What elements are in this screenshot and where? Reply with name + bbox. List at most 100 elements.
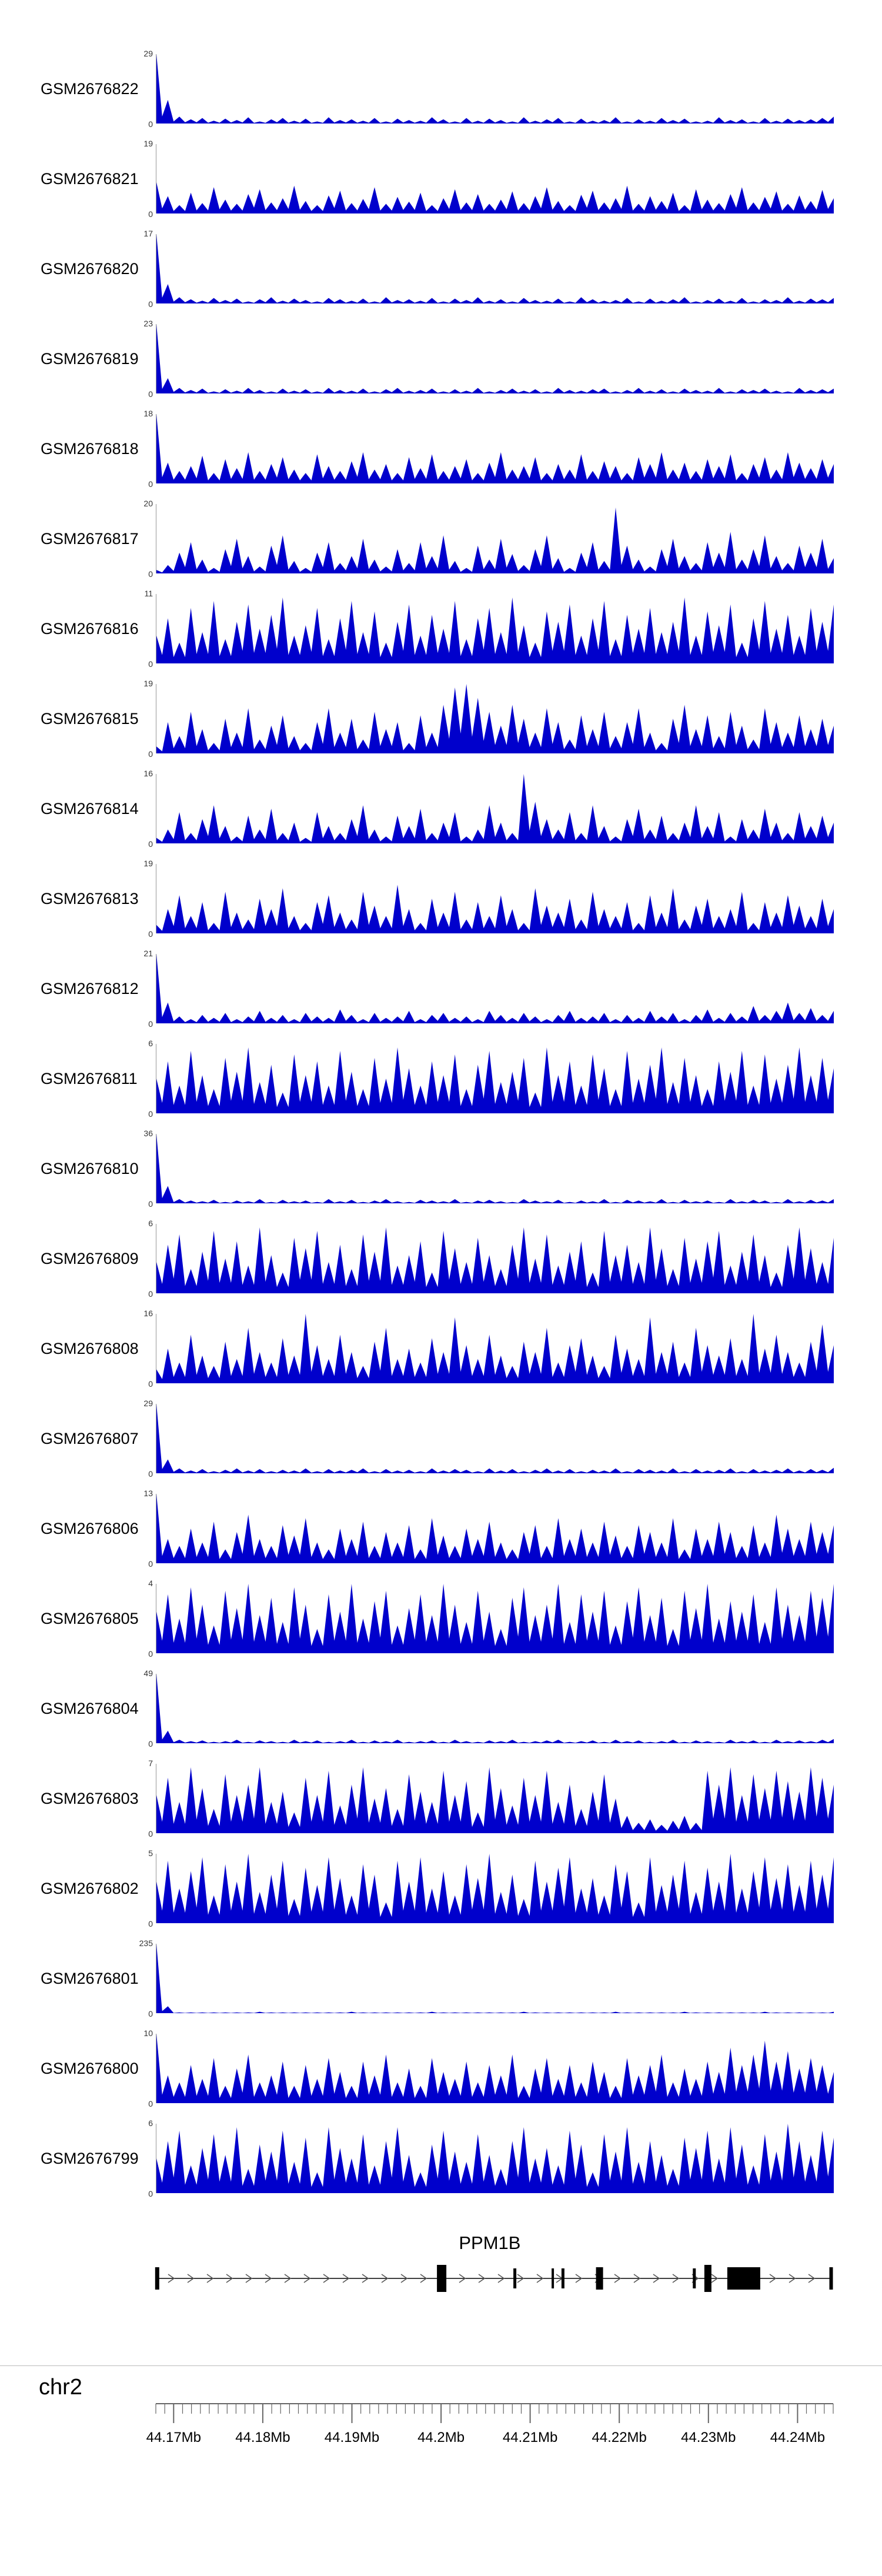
ruler-tick-label: 44.22Mb [592,2430,646,2445]
track-plot: 29 0 [143,1399,834,1479]
y-axis-zero-label: 0 [148,1379,153,1389]
track-plot: 21 0 [143,949,834,1029]
exon-box [513,2268,517,2288]
y-axis-zero-label: 0 [148,929,153,939]
track-row: GSM2676808 16 0 [0,1307,882,1397]
strand-arrow-icon [303,2274,311,2283]
track-row: GSM2676818 18 0 [0,407,882,497]
track-label: GSM2676817 [41,530,139,548]
y-axis-max-label: 7 [148,1759,153,1768]
y-axis-zero-label: 0 [148,479,153,489]
signal-area [156,414,834,483]
coordinate-ruler: 44.17Mb 44.18Mb 44.19Mb 44.2Mb 44.21Mb 44.22M… [146,2403,834,2445]
strand-arrow-icon [284,2274,292,2283]
track-row: GSM2676805 4 0 [0,1577,882,1667]
track-label: GSM2676805 [41,1610,139,1627]
track-row: GSM2676816 11 0 [0,587,882,677]
track-row: GSM2676804 49 0 [0,1667,882,1757]
strand-arrow-icon [789,2274,796,2283]
track-plot: 16 0 [143,769,834,849]
y-axis-max-label: 10 [143,2028,153,2038]
y-axis-max-label: 23 [143,319,153,328]
strand-arrow-icon [245,2274,253,2283]
y-axis-zero-label: 0 [148,1919,153,1928]
track-row: GSM2676799 6 0 [0,2117,882,2207]
y-axis-zero-label: 0 [148,1019,153,1029]
strand-arrow-icon [478,2274,486,2283]
track-label: GSM2676813 [41,890,139,907]
track-plot: 36 0 [143,1129,834,1209]
track-row: GSM2676817 20 0 [0,497,882,587]
y-axis-max-label: 5 [148,1848,153,1858]
y-axis-max-label: 17 [143,229,153,238]
signal-area [156,507,834,573]
track-label: GSM2676808 [41,1340,139,1357]
y-axis-zero-label: 0 [148,1739,153,1749]
track-row: GSM2676806 13 0 [0,1487,882,1577]
track-label: GSM2676810 [41,1160,139,1177]
y-axis-zero-label: 0 [148,1559,153,1569]
y-axis-max-label: 36 [143,1129,153,1138]
track-label: GSM2676812 [41,980,139,997]
strand-arrow-icon [653,2274,660,2283]
track-label: GSM2676803 [41,1790,139,1807]
y-axis-zero-label: 0 [148,2009,153,2018]
track-row: GSM2676800 10 0 [0,2027,882,2117]
y-axis-max-label: 20 [143,499,153,508]
y-axis-zero-label: 0 [148,569,153,579]
strand-arrow-icon [633,2274,641,2283]
strand-arrow-icon [536,2274,544,2283]
y-axis-zero-label: 0 [148,1109,153,1119]
gene-model [155,2265,833,2292]
gene-name-label: PPM1B [459,2233,521,2253]
coverage-tracks: GSM2676822 29 0 GSM2676821 19 0 GSM2676820 17 0 G… [0,47,882,2207]
signal-area [156,182,834,213]
y-axis-zero-label: 0 [148,389,153,399]
track-plot: 11 0 [144,589,834,669]
track-row: GSM2676803 7 0 [0,1757,882,1847]
y-axis-max-label: 16 [143,1309,153,1318]
ruler-tick-label: 44.23Mb [681,2430,736,2445]
y-axis-zero-label: 0 [148,2099,153,2108]
track-plot: 235 0 [139,1938,834,2018]
track-row: GSM2676812 21 0 [0,947,882,1037]
track-label: GSM2676818 [41,440,139,458]
signal-area [156,1227,834,1293]
y-axis-zero-label: 0 [148,1469,153,1479]
strand-arrow-icon [517,2274,524,2283]
exon-box [552,2268,554,2288]
track-row: GSM2676810 36 0 [0,1127,882,1217]
signal-area [156,1404,834,1473]
y-axis-max-label: 29 [143,49,153,58]
signal-area [156,954,834,1023]
signal-area [156,2124,834,2193]
y-axis-zero-label: 0 [148,659,153,669]
track-row: GSM2676814 16 0 [0,767,882,857]
exon-box [727,2267,760,2290]
exon-box [704,2265,711,2292]
signal-area [156,1854,834,1923]
track-row: GSM2676809 6 0 [0,1217,882,1307]
strand-arrow-icon [420,2274,427,2283]
track-label: GSM2676816 [41,620,139,638]
y-axis-max-label: 19 [143,859,153,868]
strand-arrow-icon [769,2274,777,2283]
exon-box [596,2267,603,2290]
exon-box [829,2267,833,2290]
y-axis-max-label: 21 [143,949,153,958]
strand-arrow-icon [168,2274,175,2283]
exon-box [437,2265,447,2292]
signal-area [156,234,834,303]
track-row: GSM2676807 29 0 [0,1397,882,1487]
y-axis-max-label: 49 [143,1669,153,1678]
track-plot: 17 0 [143,229,834,309]
y-axis-max-label: 19 [143,679,153,688]
strand-arrow-icon [459,2274,466,2283]
track-plot: 16 0 [143,1309,834,1389]
track-label: GSM2676800 [41,2060,139,2077]
signal-area [156,1494,834,1563]
